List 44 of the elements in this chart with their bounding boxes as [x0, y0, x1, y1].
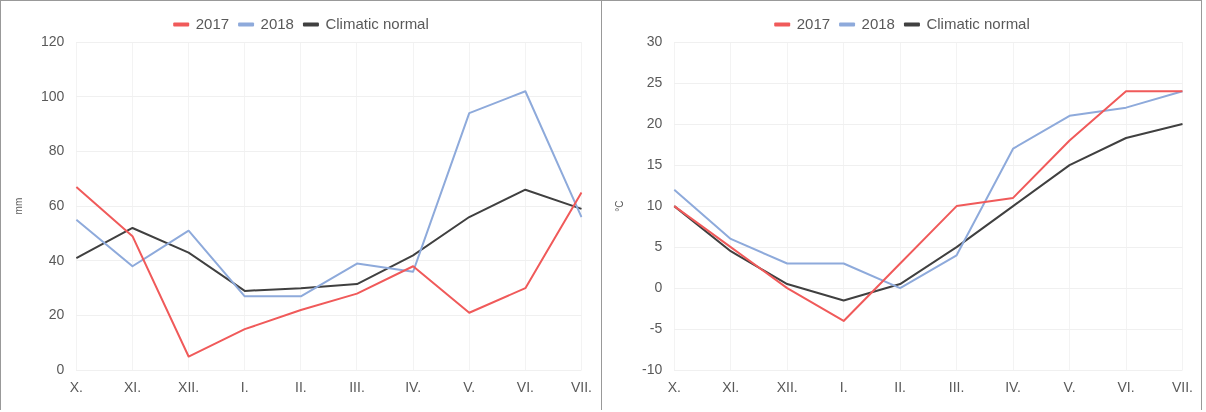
y-tick-label: 10	[646, 196, 663, 213]
legend-label: Climatic normal	[926, 14, 1030, 32]
y-tick-label: -5	[649, 320, 663, 337]
x-tick-label: II.	[295, 379, 307, 396]
y-axis-title: °C	[613, 200, 625, 212]
y-tick-label: 20	[48, 306, 65, 323]
x-tick-label: VI.	[516, 379, 534, 396]
x-tick-label: I.	[839, 379, 848, 396]
y-tick-label: 0	[56, 361, 65, 378]
x-tick-label: XI.	[123, 379, 142, 396]
y-tick-label: 20	[646, 114, 663, 131]
y-tick-label: 0	[654, 279, 663, 296]
x-tick-label: I.	[240, 379, 249, 396]
x-tick-label: X.	[667, 379, 681, 396]
legend-label: 2018	[861, 14, 895, 32]
y-tick-label: 60	[48, 196, 65, 213]
x-tick-label: V.	[463, 379, 476, 396]
y-tick-label: 5	[654, 237, 663, 254]
x-tick-label: III.	[349, 379, 365, 396]
y-tick-label: 30	[646, 32, 663, 49]
y-tick-label: 80	[48, 142, 65, 159]
y-tick-label: 40	[48, 251, 65, 268]
y-tick-label: 15	[646, 155, 663, 172]
x-tick-label: VII.	[570, 379, 592, 396]
legend-label: 2017	[796, 14, 831, 32]
x-tick-label: XI.	[722, 379, 740, 396]
x-tick-label: VI.	[1117, 379, 1135, 396]
y-axis-title: mm	[12, 197, 24, 215]
legend-label: Climatic normal	[325, 14, 429, 32]
x-tick-label: V.	[1063, 379, 1076, 396]
legend-label: 2017	[195, 14, 230, 32]
x-tick-label: XII.	[776, 379, 798, 396]
x-tick-label: VII.	[1171, 379, 1193, 396]
y-tick-label: 25	[646, 73, 663, 90]
x-tick-label: IV.	[1005, 379, 1021, 396]
x-tick-label: III.	[948, 379, 965, 396]
x-tick-label: IV.	[405, 379, 422, 396]
x-tick-label: II.	[894, 379, 906, 396]
x-tick-label: X.	[69, 379, 83, 396]
legend-label: 2018	[260, 14, 294, 32]
y-tick-label: -10	[642, 361, 663, 378]
y-tick-label: 120	[41, 32, 65, 49]
y-tick-label: 100	[41, 87, 65, 104]
x-tick-label: XII.	[178, 379, 200, 396]
